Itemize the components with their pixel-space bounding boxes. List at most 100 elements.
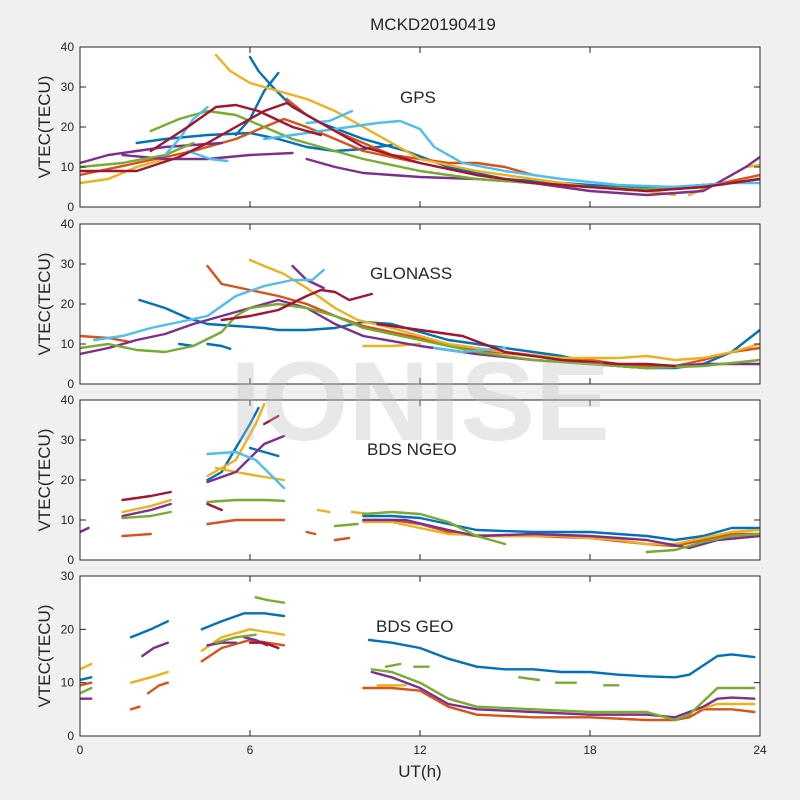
series-line-bds-ngeo-0-0	[206, 406, 260, 482]
series-line-bds-geo-4-3	[370, 668, 756, 722]
series-line-bds-geo-1-1	[129, 705, 141, 711]
series-line-glonass-2-0	[206, 342, 232, 350]
series-line-bds-ngeo-1-4	[333, 536, 351, 542]
series-line-bds-geo-4-2	[254, 596, 286, 604]
plot-area-gps	[80, 47, 760, 207]
series-line-glonass-5-0	[248, 258, 760, 362]
series-line-bds-ngeo-4-2	[362, 510, 507, 546]
y-tick-label-gps: 0	[67, 200, 74, 214]
plot-area-bds-geo	[80, 576, 760, 736]
figure-title: MCKD20190419	[370, 15, 496, 34]
series-line-bds-ngeo-4-1	[206, 498, 286, 504]
series-line-glonass-11-0	[433, 346, 507, 354]
x-tick-label: 0	[77, 743, 84, 757]
y-tick-label-glonass: 0	[67, 377, 74, 391]
watermark-text: IONISE	[230, 339, 610, 464]
series-line-bds-ngeo-4-4	[645, 532, 760, 554]
series-line-bds-geo-0-0	[80, 676, 93, 682]
y-axis-label-gps: VTEC(TECU)	[35, 76, 54, 179]
series-line-gps-2-0	[234, 71, 280, 137]
series-line-bds-geo-1-0	[80, 681, 93, 687]
series-line-bds-ngeo-4-0	[121, 510, 172, 520]
series-line-gps-12-0	[80, 141, 195, 169]
series-line-bds-geo-4-4	[384, 662, 402, 668]
series-group-bds-ngeo	[80, 402, 760, 554]
series-line-bds-ngeo-6-1	[206, 502, 223, 512]
y-tick-label-bds-ngeo: 40	[61, 393, 75, 407]
series-line-bds-ngeo-2-2	[214, 466, 286, 482]
series-line-glonass-12-0	[220, 288, 373, 322]
series-line-bds-ngeo-0-2	[362, 514, 760, 542]
chart-panels: 0 10 20 30 40 VTEC(TECU) GPS 0 10 20 30 40 VTEC(TECU…	[35, 40, 767, 757]
series-group-gps	[80, 53, 760, 197]
x-axis-label: UT(h)	[398, 762, 441, 781]
series-line-bds-ngeo-2-0	[121, 498, 172, 514]
y-axis-label-bds-ngeo: VTEC(TECU)	[35, 429, 54, 532]
y-tick-label-gps: 30	[61, 80, 75, 94]
series-line-bds-geo-2-2	[200, 628, 286, 652]
panel-title-gps: GPS	[400, 88, 436, 107]
series-line-bds-ngeo-2-3	[362, 520, 760, 546]
y-tick-label-bds-ngeo: 0	[67, 553, 74, 567]
series-line-gps-6-0	[80, 157, 167, 185]
series-line-glonass-13-0	[376, 322, 677, 368]
y-tick-label-bds-geo: 0	[67, 729, 74, 743]
panel-title-bds-ngeo: BDS NGEO	[367, 440, 457, 459]
y-axis-label-glonass: VTEC(TECU)	[35, 253, 54, 356]
y-tick-label-bds-geo: 30	[61, 569, 75, 583]
series-line-gps-18-0	[149, 103, 322, 153]
series-line-bds-geo-1-2	[146, 681, 169, 695]
series-line-bds-geo-2-0	[80, 662, 93, 671]
series-line-bds-geo-3-2	[206, 641, 237, 647]
y-tick-label-glonass: 20	[61, 297, 75, 311]
x-tick-label: 12	[413, 743, 427, 757]
series-line-glonass-9-0	[80, 302, 760, 370]
series-line-gps-17-0	[80, 101, 760, 193]
series-line-gps-15-0	[305, 109, 354, 125]
series-line-bds-geo-3-4	[370, 670, 756, 719]
y-tick-label-bds-geo: 10	[61, 676, 75, 690]
y-tick-label-glonass: 40	[61, 217, 75, 231]
series-line-bds-ngeo-3-0	[121, 502, 172, 518]
series-line-gps-11-0	[149, 109, 760, 191]
y-tick-label-bds-ngeo: 20	[61, 473, 75, 487]
series-line-bds-ngeo-3-3	[80, 526, 90, 534]
series-line-bds-geo-4-0	[80, 686, 93, 695]
series-line-bds-ngeo-2-4	[316, 508, 331, 514]
panel-bds-geo: 0 10 20 30 0 6 12 18 24 VTEC(TECU) BDS GEO	[35, 569, 767, 757]
panel-title-glonass: GLONASS	[370, 264, 452, 283]
y-tick-label-bds-geo: 20	[61, 622, 75, 636]
y-tick-label-bds-ngeo: 30	[61, 433, 75, 447]
series-line-bds-geo-4-1	[214, 633, 257, 644]
x-tick-label: 24	[753, 743, 767, 757]
series-line-bds-geo-5-0	[248, 641, 280, 650]
panel-gps: 0 10 20 30 40 VTEC(TECU) GPS	[35, 40, 761, 214]
y-tick-label-glonass: 10	[61, 337, 75, 351]
y-tick-label-gps: 10	[61, 160, 75, 174]
y-tick-label-gps: 40	[61, 40, 75, 54]
panel-title-bds-geo: BDS GEO	[376, 617, 453, 636]
x-tick-label: 6	[247, 743, 254, 757]
series-line-bds-geo-1-4	[362, 686, 756, 722]
series-group-bds-geo	[80, 596, 756, 722]
series-line-bds-geo-4-6	[518, 676, 541, 682]
y-tick-label-gps: 20	[61, 120, 75, 134]
series-line-bds-ngeo-1-1	[206, 518, 286, 526]
x-tick-label: 18	[583, 743, 597, 757]
series-line-bds-ngeo-4-3	[333, 522, 359, 528]
plot-area-bds-ngeo	[80, 400, 760, 560]
series-line-bds-geo-0-3	[367, 638, 756, 679]
series-line-bds-ngeo-6-2	[263, 414, 280, 426]
y-tick-label-glonass: 30	[61, 257, 75, 271]
plot-area-glonass	[80, 224, 760, 384]
series-line-bds-geo-2-1	[129, 670, 169, 684]
series-line-bds-ngeo-3-2	[362, 518, 760, 550]
series-line-bds-geo-3-1	[141, 641, 169, 658]
series-line-bds-geo-0-1	[129, 620, 169, 639]
panel-bds-ngeo: 0 10 20 30 40 VTEC(TECU) BDS NGEO	[35, 393, 761, 567]
panel-glonass: 0 10 20 30 40 VTEC(TECU) GLONASS	[35, 217, 761, 391]
series-line-glonass-10-0	[93, 268, 325, 342]
series-line-bds-ngeo-6-0	[121, 490, 172, 502]
series-line-bds-geo-1-3	[200, 638, 286, 663]
